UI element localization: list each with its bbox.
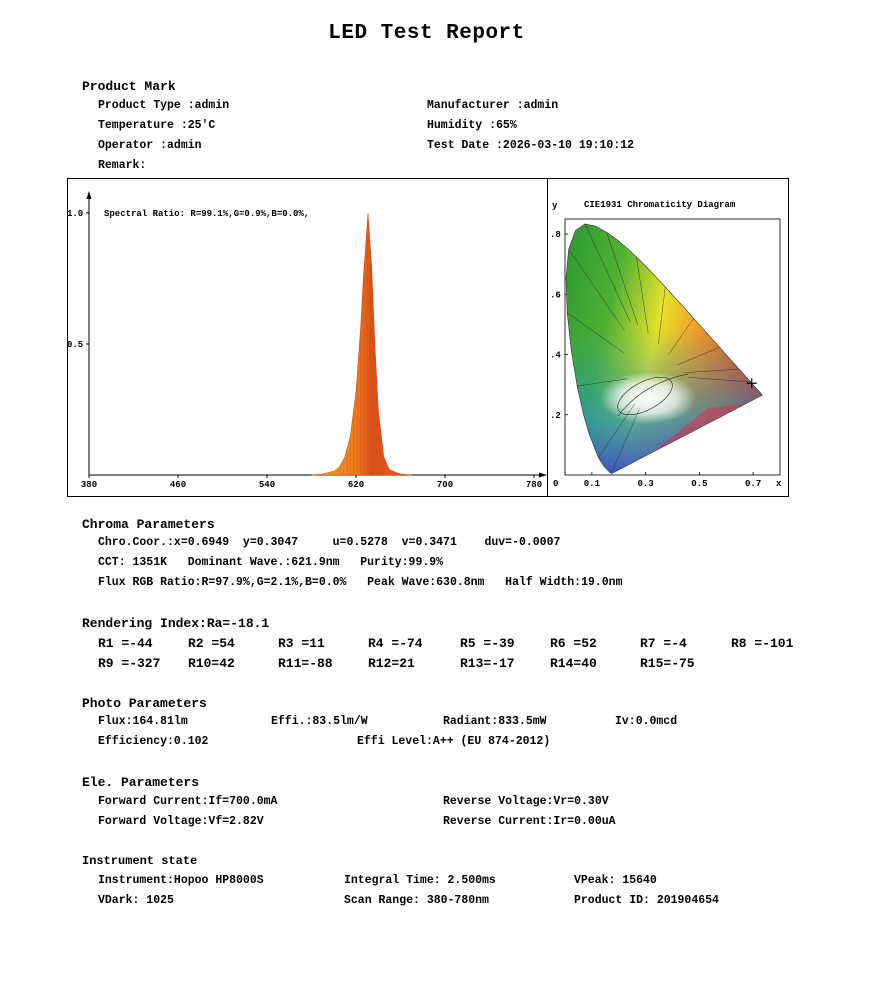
flux: Flux:164.81lm xyxy=(98,715,188,728)
r11-value: R11=-88 xyxy=(278,656,333,671)
photo-heading: Photo Parameters xyxy=(82,696,207,711)
r8-value: R8 =-101 xyxy=(731,636,794,651)
chroma-line-3: Flux RGB Ratio:R=97.9%,G=2.1%,B=0.0% Pea… xyxy=(98,576,623,589)
r14-value: R14=40 xyxy=(550,656,597,671)
effi-level: Effi Level:A++ (EU 874-2012) xyxy=(357,735,551,748)
cie-region-boundary xyxy=(684,368,740,373)
spectrum-x-tick-label: 620 xyxy=(348,480,364,490)
r5-value: R5 =-39 xyxy=(460,636,515,651)
cie-x-label: x xyxy=(776,479,782,489)
temperature: Temperature :25'C xyxy=(98,119,216,132)
rendering-heading: Rendering Index:Ra=-18.1 xyxy=(82,616,270,631)
cie-y-tick-label: .4 xyxy=(550,351,561,361)
spectrum-x-tick-label: 540 xyxy=(259,480,275,490)
test-date: Test Date :2026-03-10 19:10:12 xyxy=(427,139,635,152)
cie-region-boundary xyxy=(688,377,751,383)
spectral-ratio-annotation: Spectral Ratio: R=99.1%,G=0.9%,B=0.0%, xyxy=(104,209,309,219)
product-mark-heading: Product Mark xyxy=(82,79,176,94)
cie-region-boundary xyxy=(568,248,625,331)
instrument-heading: Instrument state xyxy=(82,854,198,868)
cie-locus-outline xyxy=(565,223,763,474)
cie-x-tick-label: 0.1 xyxy=(584,479,601,489)
cie-x-tick-label: 0.5 xyxy=(691,479,707,489)
r10-value: R10=42 xyxy=(188,656,235,671)
cie-y-tick-label: .6 xyxy=(550,290,561,300)
r13-value: R13=-17 xyxy=(460,656,515,671)
r3-value: R3 =11 xyxy=(278,636,325,651)
cie-region-boundary xyxy=(636,256,649,334)
report-title: LED Test Report xyxy=(328,22,525,45)
planckian-locus xyxy=(617,373,689,417)
scan-range: Scan Range: 380-780nm xyxy=(344,894,489,907)
forward-voltage: Forward Voltage:Vf=2.82V xyxy=(98,815,264,828)
radiant: Radiant:833.5mW xyxy=(443,715,547,728)
cie-region-boundary xyxy=(677,347,720,366)
cie-x-tick-label: 0.7 xyxy=(745,479,761,489)
cie-y-label: y xyxy=(552,201,558,211)
humidity: Humidity :65% xyxy=(427,119,517,132)
reverse-voltage: Reverse Voltage:Vr=0.30V xyxy=(443,795,609,808)
manufacturer: Manufacturer :admin xyxy=(427,99,559,112)
vpeak: VPeak: 15640 xyxy=(574,874,657,887)
cie-region-boundary xyxy=(668,318,694,356)
vdark: VDark: 1025 xyxy=(98,894,174,907)
instrument-name: Instrument:Hopoo HP8000S xyxy=(98,874,264,887)
cie-region-boundary xyxy=(610,409,640,474)
cie-region-boundary xyxy=(584,223,631,322)
reverse-current: Reverse Current:Ir=0.00uA xyxy=(443,815,616,828)
product-id: Product ID: 201904654 xyxy=(574,894,719,907)
iv: Iv:0.0mcd xyxy=(615,715,678,728)
chroma-heading: Chroma Parameters xyxy=(82,517,215,532)
cie-chart: CIE1931 Chromaticity Diagram y x .8 .6 .4.… xyxy=(550,200,782,489)
spectrum-area xyxy=(311,212,412,476)
forward-current: Forward Current:If=700.0mA xyxy=(98,795,278,808)
cie-plot-box xyxy=(564,218,781,476)
planckian-ellipse xyxy=(617,376,673,416)
spectrum-y-tick-label: 1.0 xyxy=(67,209,83,219)
operator: Operator :admin xyxy=(98,139,202,152)
cie-x-tick-label: 0.3 xyxy=(638,479,654,489)
cie-title: CIE1931 Chromaticity Diagram xyxy=(584,200,736,210)
r2-value: R2 =54 xyxy=(188,636,235,651)
r7-value: R7 =-4 xyxy=(640,636,687,651)
spectrum-x-tick-label: 780 xyxy=(526,480,542,490)
remark: Remark: xyxy=(98,159,147,172)
effi: Effi.:83.5lm/W xyxy=(271,715,368,728)
cie-region-boundary xyxy=(567,312,625,354)
r15-value: R15=-75 xyxy=(640,656,695,671)
cie-region-boundary xyxy=(598,403,636,458)
efficiency: Efficiency:0.102 xyxy=(98,735,209,748)
r4-value: R4 =-74 xyxy=(368,636,423,651)
cie-y-tick-label: .8 xyxy=(550,230,561,240)
chroma-line-2: CCT: 1351K Dominant Wave.:621.9nm Purity… xyxy=(98,556,444,569)
spectrum-x-tick-label: 380 xyxy=(81,480,97,490)
spectrum-chart: 1.0 0.5 380 460 540 620 700 780 Spectral Ratio… xyxy=(67,191,547,490)
cie-region-boundary xyxy=(577,378,628,387)
r6-value: R6 =52 xyxy=(550,636,597,651)
cie-y-tick-label: .2 xyxy=(550,411,561,421)
chart-frame xyxy=(67,178,789,497)
r9-value: R9 =-327 xyxy=(98,656,161,671)
integral-time: Integral Time: 2.500ms xyxy=(344,874,496,887)
spectrum-x-tick-label: 460 xyxy=(170,480,186,490)
chroma-line-1: Chro.Coor.:x=0.6949 y=0.3047 u=0.5278 v=… xyxy=(98,536,561,549)
chromaticity-point-marker xyxy=(746,378,757,389)
spectrum-x-tick-label: 700 xyxy=(437,480,453,490)
spectrum-y-arrow xyxy=(86,191,92,199)
chart-divider xyxy=(547,178,548,496)
r12-value: R12=21 xyxy=(368,656,415,671)
spectrum-y-tick-label: 0.5 xyxy=(67,340,83,350)
spectrum-x-arrow xyxy=(539,472,547,478)
cie-region-boundary xyxy=(658,286,666,344)
cie-x-tick-label: 0 xyxy=(553,479,558,489)
ele-heading: Ele. Parameters xyxy=(82,775,200,790)
product-type: Product Type :admin xyxy=(98,99,230,112)
r1-value: R1 =-44 xyxy=(98,636,153,651)
cie-region-boundary xyxy=(606,232,638,325)
